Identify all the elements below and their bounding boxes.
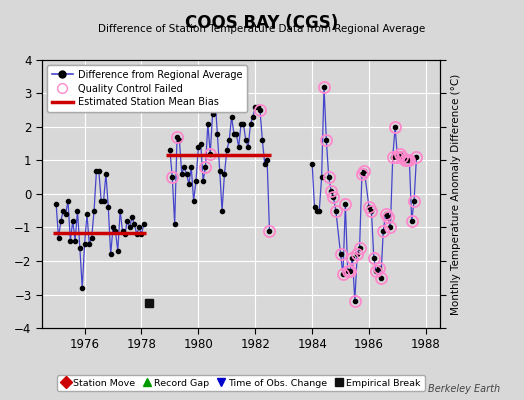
Text: Berkeley Earth: Berkeley Earth [428, 384, 500, 394]
Legend: Station Move, Record Gap, Time of Obs. Change, Empirical Break: Station Move, Record Gap, Time of Obs. C… [57, 375, 425, 391]
Text: COOS BAY (CGS): COOS BAY (CGS) [185, 14, 339, 32]
Y-axis label: Monthly Temperature Anomaly Difference (°C): Monthly Temperature Anomaly Difference (… [451, 73, 461, 315]
Text: Difference of Station Temperature Data from Regional Average: Difference of Station Temperature Data f… [99, 24, 425, 34]
Legend: Difference from Regional Average, Quality Control Failed, Estimated Station Mean: Difference from Regional Average, Qualit… [47, 65, 247, 112]
